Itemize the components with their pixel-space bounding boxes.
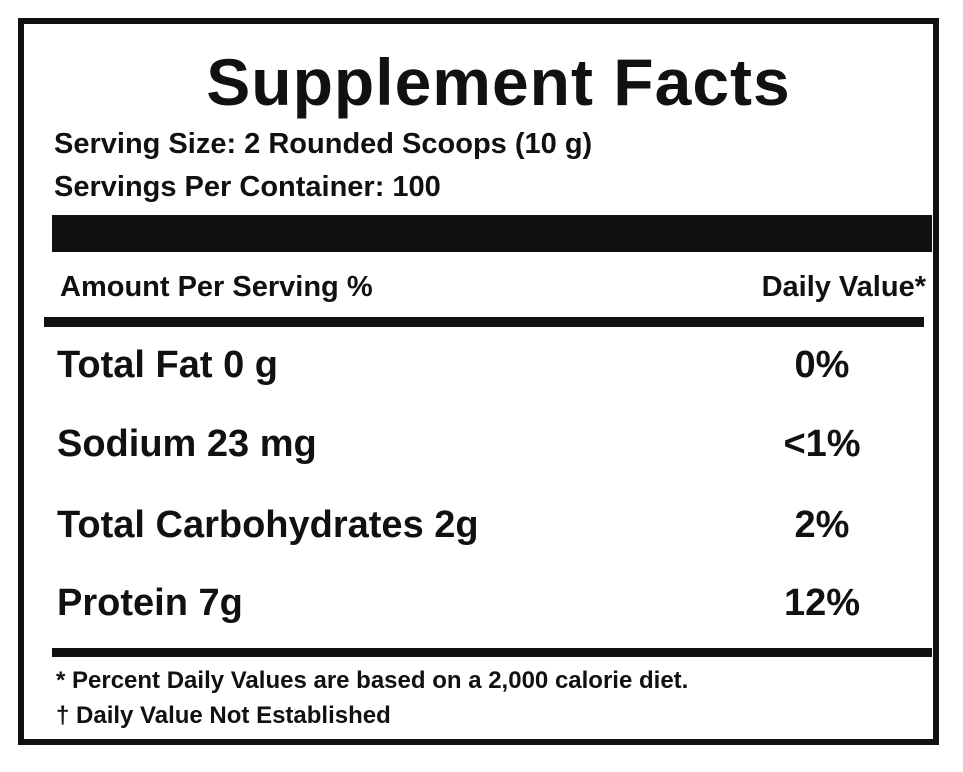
- servings-per-container: Servings Per Container: 100: [54, 171, 441, 203]
- serving-size: Serving Size: 2 Rounded Scoops (10 g): [54, 128, 593, 160]
- nutrient-row-protein: Protein 7g 12%: [57, 578, 927, 628]
- footer-divider: [52, 648, 932, 657]
- panel-title: Supplement Facts: [206, 45, 791, 119]
- column-header-row: Amount Per Serving % Daily Value*: [60, 268, 926, 306]
- amount-per-serving-header: Amount Per Serving %: [60, 271, 373, 303]
- supplement-facts-panel: Supplement Facts Serving Size: 2 Rounded…: [18, 18, 939, 745]
- nutrient-row-total-fat: Total Fat 0 g 0%: [57, 340, 927, 390]
- nutrient-daily-value: <1%: [783, 423, 861, 465]
- thick-divider: [52, 215, 932, 252]
- daily-value-header: Daily Value*: [761, 271, 926, 303]
- daily-value-not-established-footnote: † Daily Value Not Established: [56, 702, 391, 729]
- nutrient-daily-value: 2%: [794, 504, 850, 546]
- nutrient-name: Protein 7g: [57, 582, 243, 624]
- percent-daily-value-footnote: * Percent Daily Values are based on a 2,…: [56, 667, 689, 694]
- nutrient-row-total-carbohydrates: Total Carbohydrates 2g 2%: [57, 500, 927, 550]
- nutrient-name: Sodium 23 mg: [57, 423, 317, 465]
- nutrient-row-sodium: Sodium 23 mg <1%: [57, 419, 927, 469]
- nutrient-name: Total Carbohydrates 2g: [57, 504, 479, 546]
- nutrient-name: Total Fat 0 g: [57, 344, 278, 386]
- header-divider: [44, 317, 924, 327]
- nutrient-daily-value: 12%: [783, 582, 861, 624]
- nutrient-daily-value: 0%: [794, 344, 850, 386]
